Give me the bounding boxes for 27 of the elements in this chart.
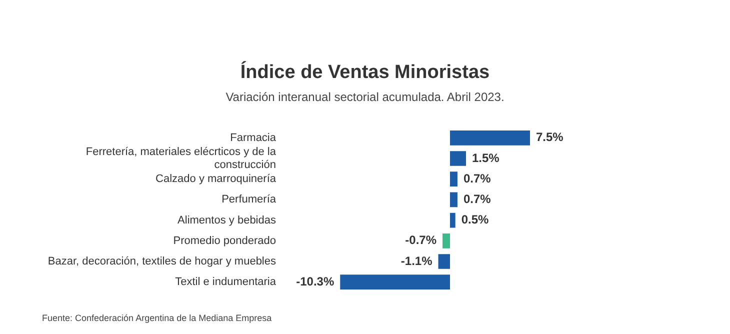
y-tick-label: Textil e indumentaria bbox=[175, 276, 277, 288]
bar bbox=[450, 172, 458, 187]
data-label: 0.7% bbox=[463, 192, 492, 206]
bar bbox=[450, 212, 456, 228]
chart-title: Índice de Ventas Minoristas bbox=[239, 62, 491, 84]
data-label: 1.5% bbox=[472, 150, 500, 165]
bar bbox=[442, 233, 450, 248]
data-label: 0.5% bbox=[461, 212, 490, 227]
data-label: -1.1% bbox=[400, 254, 433, 268]
source-note: Fuente: Confederación Argentina de la Mediana Empresa bbox=[42, 313, 272, 323]
y-tick-label: Promedio ponderado bbox=[173, 234, 276, 247]
data-label: -10.3% bbox=[296, 274, 334, 288]
y-tick-label: Calzado y marroquinería bbox=[156, 173, 277, 186]
bar bbox=[450, 130, 530, 146]
data-label: -0.7% bbox=[405, 233, 437, 248]
data-label: 7.5% bbox=[536, 130, 564, 144]
y-tick-label: Bazar, decoración, textiles de hogar y muebles bbox=[48, 256, 276, 268]
y-tick-label: Farmacia bbox=[230, 132, 277, 144]
bar bbox=[340, 274, 450, 290]
bar bbox=[450, 192, 458, 208]
y-tick-label: Alimentos y bebidas bbox=[178, 214, 276, 226]
bar bbox=[450, 151, 466, 166]
data-label: 0.7% bbox=[463, 171, 492, 186]
y-tick-label: Ferretería, materiales elécrticos y de la construcción bbox=[86, 146, 277, 172]
bar bbox=[438, 254, 450, 269]
y-tick-label: Perfumería bbox=[222, 194, 277, 206]
chart-subtitle: Variación interanual sectorial acumulada. Abril 2023. bbox=[224, 90, 506, 104]
